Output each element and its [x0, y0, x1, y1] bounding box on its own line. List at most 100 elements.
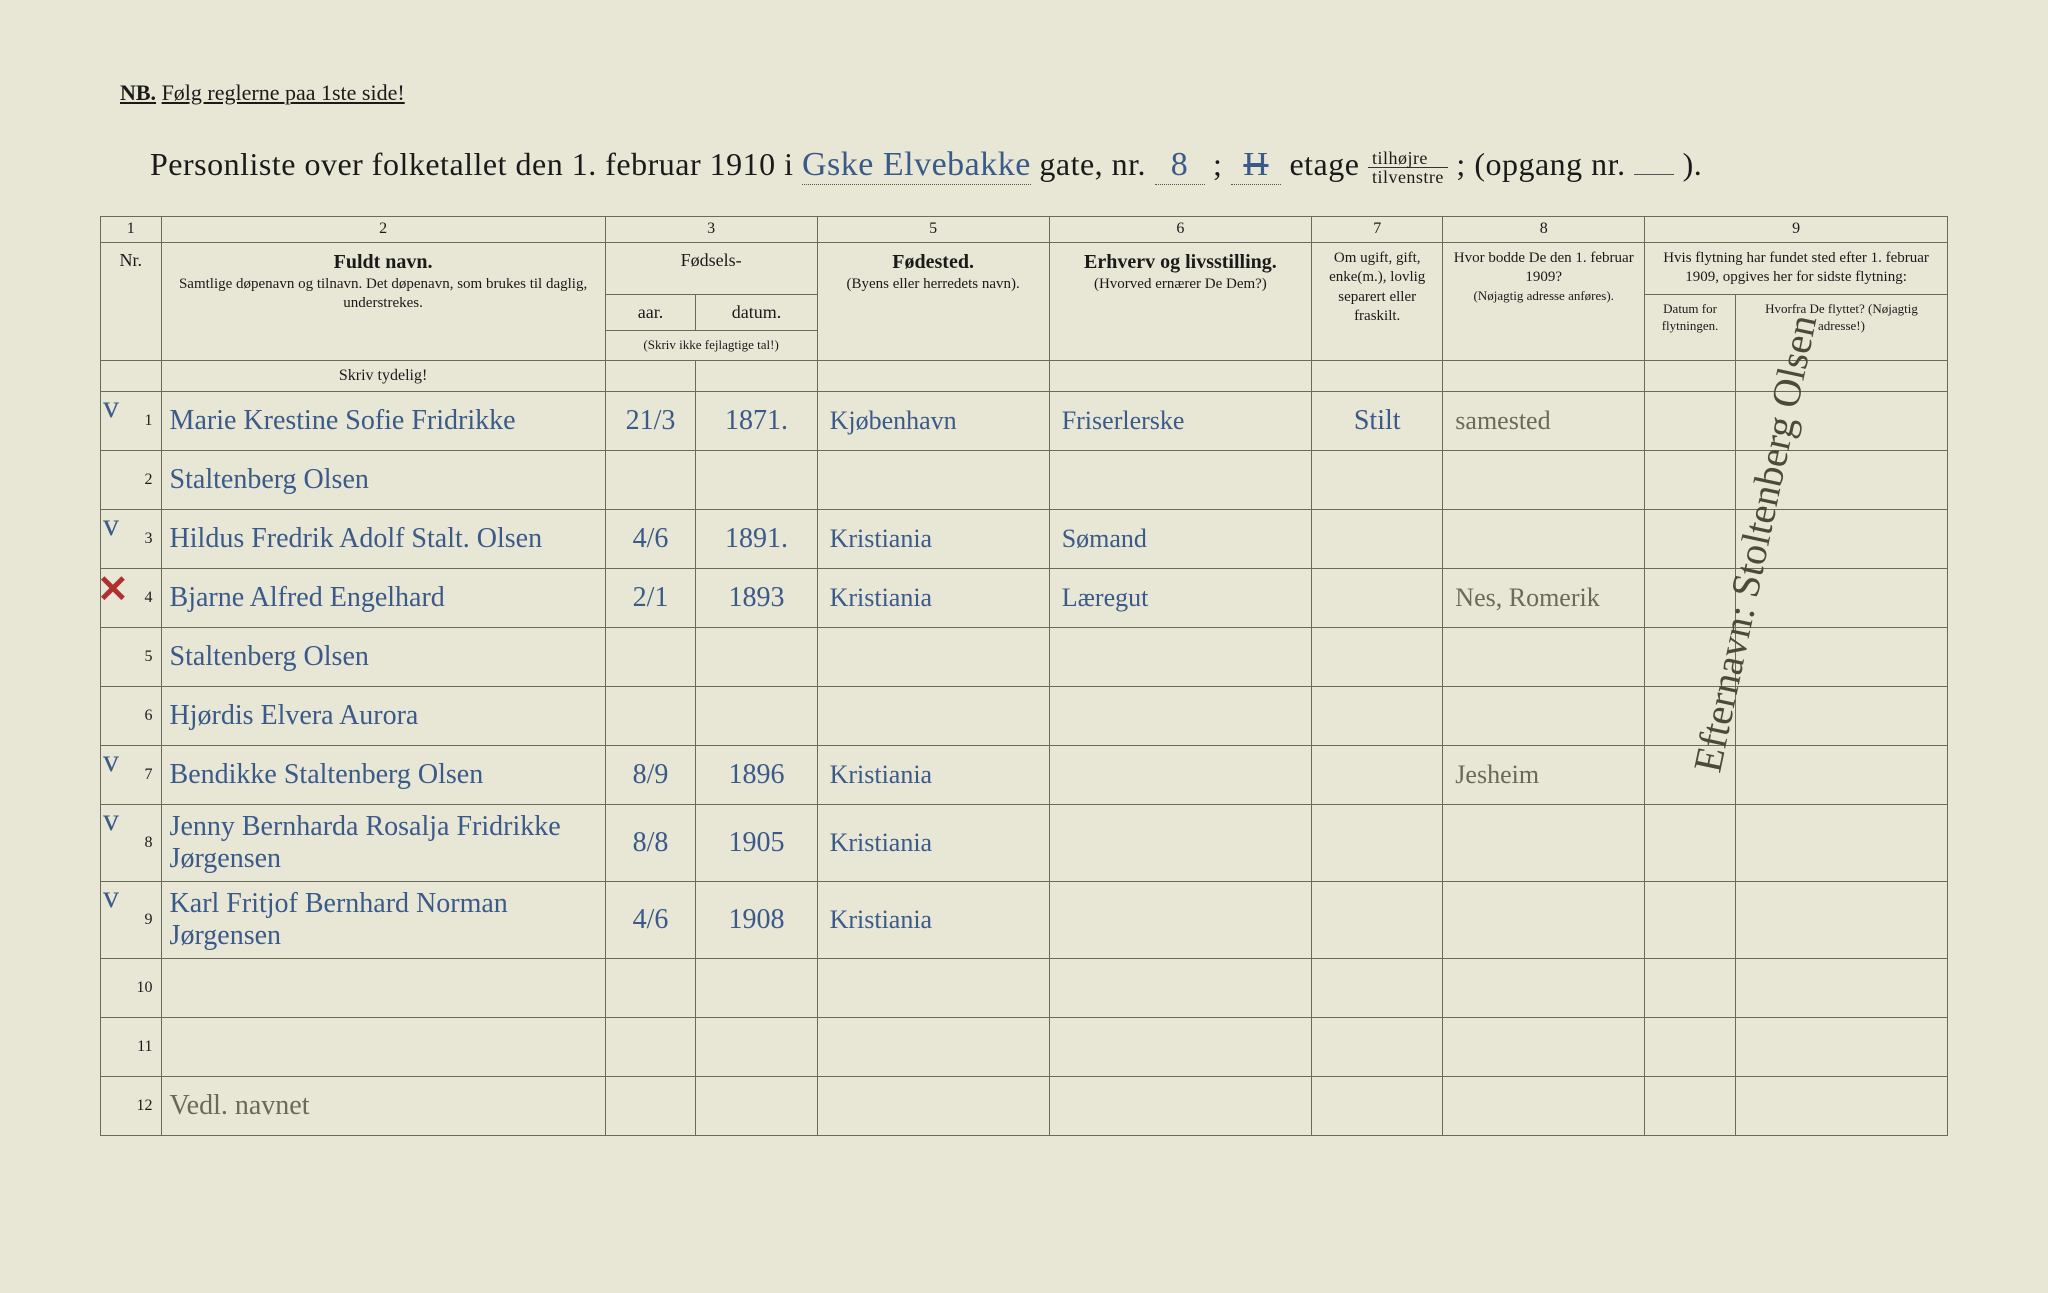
empty-cell [101, 361, 162, 392]
flyt-from-cell [1735, 628, 1947, 687]
street-nr: 8 [1155, 146, 1205, 185]
year-cell: 1905 [696, 805, 817, 882]
hdr-fodested-sub: (Byens eller herredets navn). [826, 275, 1041, 295]
address-cell [1443, 959, 1645, 1018]
flyt-date-cell [1645, 510, 1736, 569]
title-opgang: ; (opgang nr. [1456, 146, 1625, 182]
hdr-flyt-hvor: Hvorfra De flyttet? (Nøjagtig adresse!) [1735, 294, 1947, 360]
title-semi: ; [1213, 146, 1222, 182]
status-cell [1312, 882, 1443, 959]
flyt-from-cell [1735, 959, 1947, 1018]
year-cell [696, 959, 817, 1018]
hdr-erhverv-main: Erhverv og livsstilling. [1058, 249, 1303, 275]
hdr-nr: Nr. [101, 242, 162, 360]
red-x-mark: ✕ [97, 567, 129, 612]
name-cell: Staltenberg Olsen [161, 628, 605, 687]
colnum-row: 1 2 3 5 6 7 8 9 [101, 217, 1948, 243]
row-nr: 5 [101, 628, 162, 687]
year-cell [696, 451, 817, 510]
address-cell [1443, 1077, 1645, 1136]
table-header: 1 2 3 5 6 7 8 9 Nr. Fuldt navn. Samtlige… [101, 217, 1948, 361]
row-nr: ✕4 [101, 569, 162, 628]
hdr-erhverv: Erhverv og livsstilling. (Hvorved ernære… [1049, 242, 1311, 360]
flyt-date-cell [1645, 882, 1736, 959]
place-cell [817, 451, 1049, 510]
name-cell [161, 959, 605, 1018]
address-cell: samested [1443, 392, 1645, 451]
flyt-from-cell [1735, 1018, 1947, 1077]
occupation-cell [1049, 746, 1311, 805]
occupation-cell [1049, 959, 1311, 1018]
hdr-ugift: Om ugift, gift, enke(m.), lovlig separer… [1312, 242, 1443, 360]
day-cell [605, 959, 696, 1018]
name-cell: Bendikke Staltenberg Olsen [161, 746, 605, 805]
table-row: 5Staltenberg Olsen [101, 628, 1948, 687]
frac-bot: tilvenstre [1368, 168, 1448, 186]
hdr-name-sub: Samtlige døpenavn og tilnavn. Det døpena… [170, 275, 597, 314]
table-row: 12Vedl. navnet [101, 1077, 1948, 1136]
side-fraction: tilhøjre tilvenstre [1368, 149, 1448, 186]
place-cell [817, 1018, 1049, 1077]
colnum: 2 [161, 217, 605, 243]
etage-hand: H [1231, 146, 1281, 185]
colnum: 8 [1443, 217, 1645, 243]
name-cell [161, 1018, 605, 1077]
frac-top: tilhøjre [1368, 149, 1448, 168]
hdr-aar-sub: (Skriv ikke fejlagtige tal!) [605, 331, 817, 361]
row-nr: 2 [101, 451, 162, 510]
occupation-cell: Friserlerske [1049, 392, 1311, 451]
occupation-cell [1049, 628, 1311, 687]
table-row: v3Hildus Fredrik Adolf Stalt. Olsen4/618… [101, 510, 1948, 569]
table-row: 6Hjørdis Elvera Aurora [101, 687, 1948, 746]
hdr-fodsels: Fødsels- [605, 242, 817, 294]
table-row: 11 [101, 1018, 1948, 1077]
table-row: v9Karl Fritjof Bernhard Norman Jørgensen… [101, 882, 1948, 959]
day-cell: 21/3 [605, 392, 696, 451]
status-cell [1312, 746, 1443, 805]
table-body: Skriv tydelig! v1Marie Krestine Sofie Fr… [101, 361, 1948, 1136]
place-cell [817, 628, 1049, 687]
place-cell [817, 1077, 1049, 1136]
colnum: 7 [1312, 217, 1443, 243]
nb-text: Følg reglerne paa 1ste side! [162, 80, 405, 105]
row-nr: v7 [101, 746, 162, 805]
status-cell [1312, 1077, 1443, 1136]
address-cell [1443, 451, 1645, 510]
nb-label: NB. [120, 80, 156, 105]
hdr-fodested-main: Fødested. [826, 249, 1041, 275]
place-cell: Kjøbenhavn [817, 392, 1049, 451]
street-name: Gske Elvebakke [802, 146, 1031, 185]
title-prefix: Personliste over folketallet den 1. febr… [150, 146, 793, 182]
day-cell: 8/8 [605, 805, 696, 882]
day-cell [605, 451, 696, 510]
name-cell: Marie Krestine Sofie Fridrikke [161, 392, 605, 451]
census-table: 1 2 3 5 6 7 8 9 Nr. Fuldt navn. Samtlige… [100, 216, 1948, 1136]
hdr-name: Fuldt navn. Samtlige døpenavn og tilnavn… [161, 242, 605, 360]
name-cell: Hildus Fredrik Adolf Stalt. Olsen [161, 510, 605, 569]
flyt-from-cell [1735, 746, 1947, 805]
day-cell [605, 628, 696, 687]
check-mark: v [103, 742, 119, 779]
flyt-from-cell [1735, 805, 1947, 882]
hdr-erhverv-sub: (Hvorved ernærer De Dem?) [1058, 275, 1303, 295]
flyt-date-cell [1645, 805, 1736, 882]
address-cell [1443, 687, 1645, 746]
address-cell [1443, 628, 1645, 687]
flyt-date-cell [1645, 392, 1736, 451]
occupation-cell [1049, 687, 1311, 746]
row-nr: v9 [101, 882, 162, 959]
flyt-from-cell [1735, 1077, 1947, 1136]
row-nr: 10 [101, 959, 162, 1018]
skriv-tydelig: Skriv tydelig! [161, 361, 605, 392]
hdr-datum: datum. [696, 294, 817, 330]
colnum: 3 [605, 217, 817, 243]
check-mark: v [103, 878, 119, 915]
opgang-val [1634, 174, 1674, 175]
day-cell [605, 687, 696, 746]
flyt-from-cell [1735, 882, 1947, 959]
table-row: 2Staltenberg Olsen [101, 451, 1948, 510]
skriv-row: Skriv tydelig! [101, 361, 1948, 392]
occupation-cell: Læregut [1049, 569, 1311, 628]
occupation-cell [1049, 805, 1311, 882]
hdr-fodested: Fødested. (Byens eller herredets navn). [817, 242, 1049, 360]
